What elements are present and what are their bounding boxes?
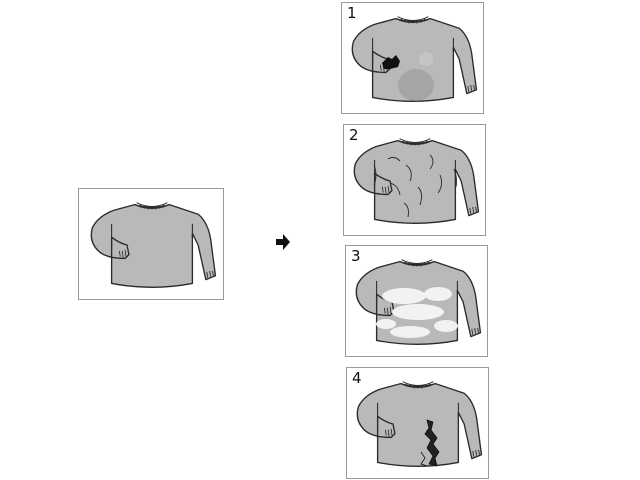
sweater-image — [353, 138, 480, 224]
sweater-image — [356, 381, 483, 467]
panel-4-torn: 4 — [346, 367, 489, 479]
panel-1-stained: 1 — [341, 2, 484, 114]
panel-original — [78, 188, 224, 300]
sweater-image — [351, 16, 478, 102]
panel-number: 3 — [351, 247, 361, 265]
panel-3-faded: 3 — [345, 245, 488, 357]
stain-mark — [382, 55, 400, 69]
wrinkle-lines — [373, 154, 458, 218]
arrow-right-icon — [276, 234, 290, 250]
panel-number: 2 — [349, 126, 359, 144]
panel-number: 4 — [352, 369, 362, 387]
panel-2-wrinkled: 2 — [343, 124, 486, 236]
panel-number: 1 — [347, 4, 357, 22]
sweater-image — [355, 259, 482, 345]
faded-patches — [376, 287, 458, 338]
sweater-image — [90, 202, 217, 288]
tear-mark — [420, 419, 440, 467]
